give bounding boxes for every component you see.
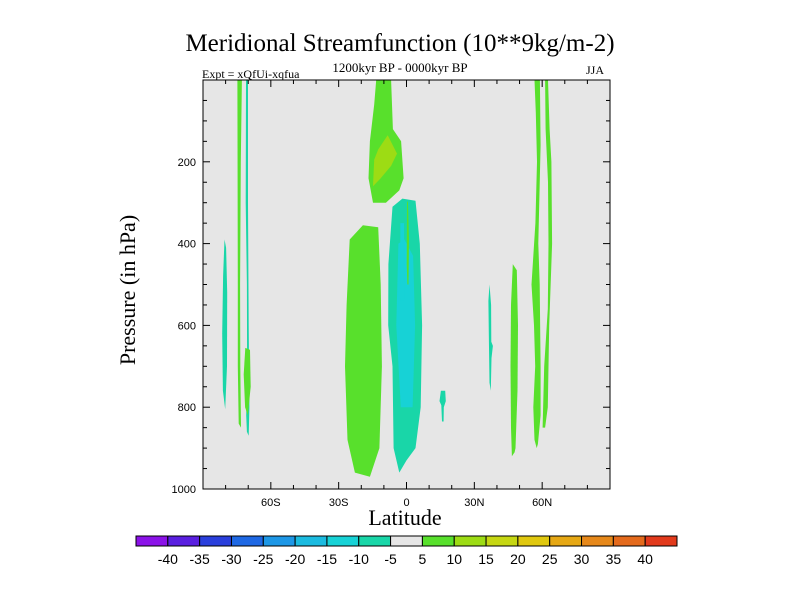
contour-negative-5-10: [439, 390, 446, 422]
contour-positive-5-10: [510, 264, 518, 457]
contour-regions: [222, 80, 553, 477]
colorbar-swatch: [644, 535, 678, 547]
colorbar-label: 20: [510, 551, 526, 567]
colorbar-label: 40: [637, 551, 653, 567]
colorbar-swatch: [326, 535, 360, 547]
contour-positive-5-10: [542, 80, 553, 428]
colorbar-swatch: [294, 535, 328, 547]
colorbar-swatch: [517, 535, 551, 547]
y-tick-label: 200: [178, 157, 196, 169]
colorbar-label: 35: [606, 551, 622, 567]
colorbar-swatch: [262, 535, 296, 547]
colorbar-swatch: [199, 535, 232, 547]
colorbar-label: 5: [419, 551, 427, 567]
colorbar-label: 25: [542, 551, 558, 567]
x-tick-label: 60N: [532, 497, 552, 509]
x-tick-label: 60S: [261, 497, 281, 509]
colorbar-swatch: [135, 535, 169, 547]
colorbar-swatch: [549, 535, 583, 547]
x-tick-label: 30N: [464, 497, 484, 509]
x-tick-label: 30S: [329, 497, 349, 509]
colorbar-swatch: [390, 535, 423, 547]
colorbar-swatch: [581, 535, 614, 547]
colorbar: -40 -35 -30 -25 -20 -15 -10 -5 5 10 15 20 25 30 35 40: [135, 535, 678, 567]
colorbar-label: 15: [478, 551, 494, 567]
axis-ticks: 60S 30S 0 30N 60N 200 400 600 800 1000: [172, 80, 610, 509]
contour-negative-5-10: [222, 239, 228, 410]
y-tick-label: 400: [178, 239, 196, 251]
colorbar-label: -35: [190, 551, 210, 567]
colorbar-label: -25: [253, 551, 273, 567]
colorbar-label: -40: [158, 551, 178, 567]
colorbar-label: -10: [349, 551, 369, 567]
colorbar-label: -5: [384, 551, 397, 567]
colorbar-swatch: [167, 535, 201, 547]
contour-negative-5-10: [488, 284, 493, 391]
x-axis-label: Latitude: [368, 505, 442, 530]
colorbar-label: -15: [317, 551, 337, 567]
chart-title: Meridional Streamfunction (10**9kg/m-2): [185, 30, 615, 57]
experiment-annotation: Expt = xQfUi-xqfua: [202, 67, 300, 81]
colorbar-swatch: [453, 535, 487, 547]
colorbar-swatch: [421, 535, 455, 547]
colorbar-label: -20: [285, 551, 305, 567]
y-tick-label: 1000: [172, 484, 196, 496]
contour-positive-5-10: [237, 80, 242, 428]
contour-positive-5-10: [243, 347, 251, 416]
colorbar-label: 10: [446, 551, 462, 567]
contour-positive-5-10: [345, 225, 382, 477]
chart-subtitle: 1200kyr BP - 0000kyr BP: [332, 60, 468, 75]
colorbar-label: -30: [221, 551, 241, 567]
contour-positive-10-15: [373, 135, 397, 187]
y-tick-label: 800: [178, 402, 196, 414]
colorbar-label: 30: [574, 551, 590, 567]
x-tick-label: 0: [403, 497, 409, 509]
colorbar-swatch: [358, 535, 392, 547]
colorbar-swatch: [485, 535, 519, 547]
contour-negative-10-15: [400, 223, 405, 301]
colorbar-swatch: [230, 535, 264, 547]
contour-negative-5-10: [245, 80, 250, 436]
contour-positive-5-10: [406, 200, 409, 285]
y-tick-label: 600: [178, 320, 196, 332]
season-annotation: JJA: [586, 63, 605, 77]
contour-positive-5-10: [531, 80, 541, 449]
colorbar-swatch: [612, 535, 646, 547]
